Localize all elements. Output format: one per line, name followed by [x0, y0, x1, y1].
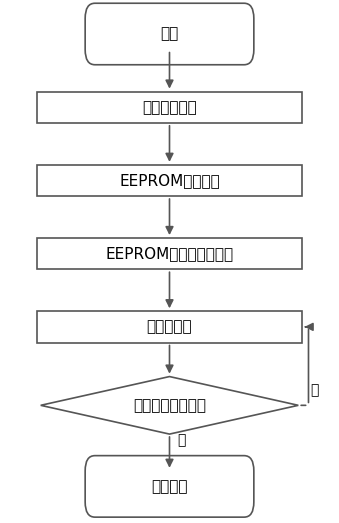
- Text: 中断返回: 中断返回: [151, 479, 188, 494]
- Text: 开始: 开始: [160, 27, 179, 41]
- Bar: [37, 165, 302, 196]
- Text: EEPROM光刻产生: EEPROM光刻产生: [119, 173, 220, 188]
- Bar: [37, 92, 302, 123]
- Text: 中断初始化: 中断初始化: [147, 320, 192, 334]
- Text: EEPROM存储空间初始化: EEPROM存储空间初始化: [105, 246, 234, 261]
- FancyBboxPatch shape: [85, 3, 254, 65]
- Text: 是: 是: [177, 433, 185, 447]
- Bar: [37, 311, 302, 343]
- Text: 否: 否: [310, 383, 319, 397]
- Text: 单片机初始化: 单片机初始化: [142, 100, 197, 115]
- Bar: [37, 238, 302, 269]
- Polygon shape: [41, 377, 298, 434]
- FancyBboxPatch shape: [85, 456, 254, 517]
- Text: 等待中断事件发生: 等待中断事件发生: [133, 398, 206, 413]
